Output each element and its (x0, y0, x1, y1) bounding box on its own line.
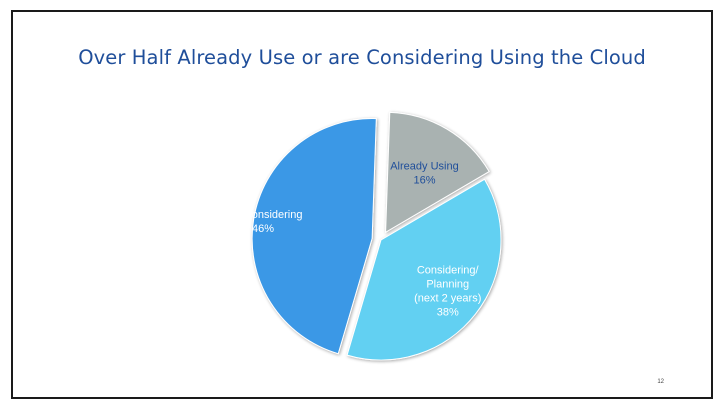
pie-slice-label-2: Not Considering 46% (224, 209, 303, 235)
pie-slice-1 (346, 178, 502, 361)
pie-slice-2 (251, 118, 377, 355)
pie-slice-label-0: Already Using 16% (390, 160, 458, 186)
pie-chart: Already Using 16% Considering/Planning (nex… (224, 111, 502, 361)
slide-title: Over Half Already Use or are Considering… (78, 46, 646, 69)
slide: Over Half Already Use or are Considering… (11, 10, 713, 399)
page-number: 12 (657, 379, 664, 385)
pie-slices (251, 111, 502, 361)
pie-slice-0 (385, 111, 490, 234)
pie-slice-label-1: Considering/Planning (next 2 years) 38% (414, 264, 481, 318)
pie-labels: Already Using 16% Considering/Planning (nex… (224, 160, 482, 318)
